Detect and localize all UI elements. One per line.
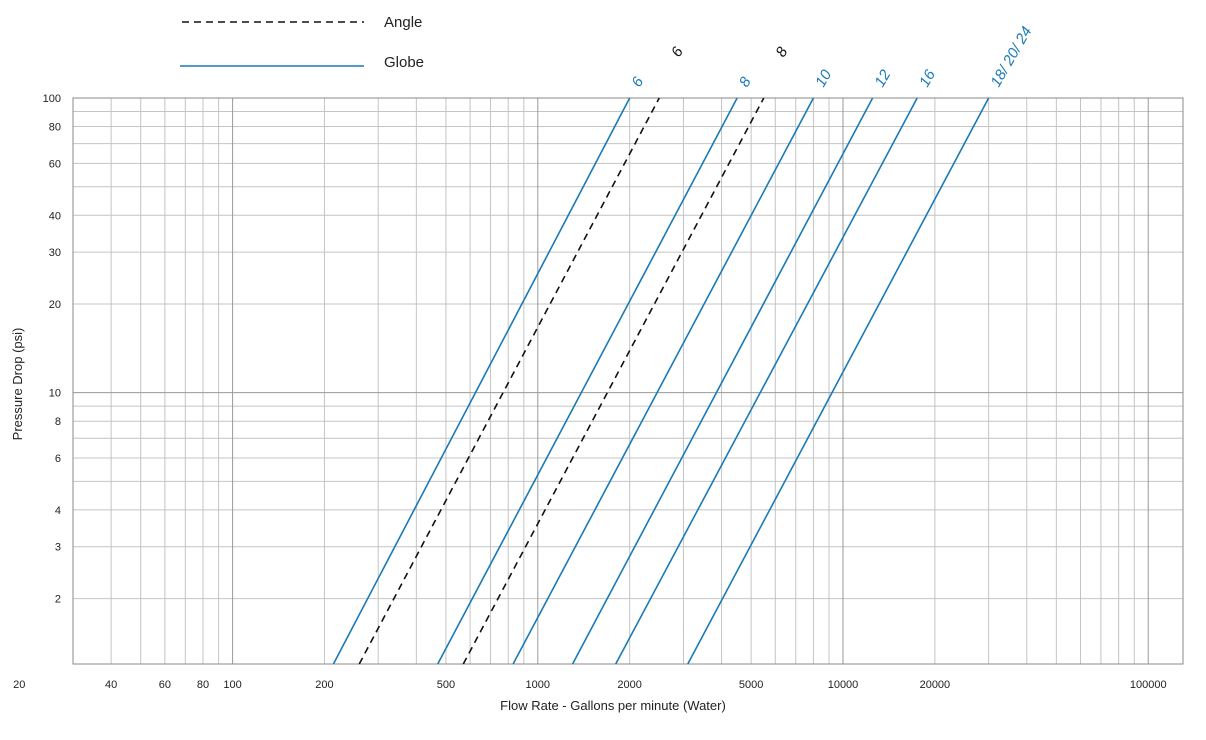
globe-line-10 (512, 97, 815, 665)
y-tick-label: 4 (55, 505, 61, 517)
legend-angle-label: Angle (384, 14, 422, 31)
x-tick-label: 500 (437, 679, 455, 691)
y-axis-title: Pressure Drop (psi) (10, 328, 25, 441)
globe-line-12 (571, 97, 874, 665)
angle-label-6: 6 (668, 44, 687, 60)
minor-gridlines (72, 98, 1183, 664)
x-tick-label: 40 (105, 679, 117, 691)
angle-line-8 (462, 97, 765, 665)
x-tick-label: 100 (223, 679, 241, 691)
major-gridlines (73, 97, 1183, 664)
x-tick-label: 80 (197, 679, 209, 691)
series-labels: 6 6 8 8 10 12 16 18/ 20/ 24 (628, 24, 1035, 90)
angle-label-8: 8 (773, 44, 792, 60)
globe-label-18-20-24: 18/ 20/ 24 (987, 24, 1035, 90)
plot-frame (72, 97, 1184, 665)
y-tick-label: 60 (49, 158, 61, 170)
x-tick-label: 200 (315, 679, 333, 691)
globe-label-8: 8 (736, 74, 755, 90)
globe-line-18-20-24 (687, 97, 990, 665)
y-tick-label: 10 (49, 388, 61, 400)
globe-line-6 (332, 97, 631, 665)
x-tick-label: 20 (13, 679, 25, 691)
y-tick-label: 20 (49, 299, 61, 311)
globe-label-10: 10 (812, 66, 835, 90)
x-tick-label: 5000 (739, 679, 763, 691)
globe-label-16: 16 (916, 66, 939, 90)
y-tick-label: 6 (55, 453, 61, 465)
angle-line-6 (358, 97, 660, 665)
legend: Angle Globe (180, 14, 424, 71)
y-tick-label: 80 (49, 122, 61, 134)
series-lines (332, 97, 990, 665)
globe-label-6: 6 (628, 74, 647, 90)
y-tick-labels: 2 3 4 6 8 10 20 30 40 60 80 100 (43, 93, 61, 606)
x-tick-label: 100000 (1130, 679, 1167, 691)
x-tick-label: 20000 (920, 679, 951, 691)
x-tick-label: 2000 (617, 679, 641, 691)
x-tick-labels: 2468102040608010020050010002000500010000… (13, 679, 1167, 691)
globe-line-8 (437, 97, 738, 665)
y-tick-label: 40 (49, 210, 61, 222)
legend-globe-label: Globe (384, 54, 424, 71)
x-tick-label: 1000 (526, 679, 550, 691)
y-tick-label: 2 (55, 594, 61, 606)
y-tick-label: 3 (55, 542, 61, 554)
y-tick-label: 8 (55, 416, 61, 428)
y-tick-label: 30 (49, 247, 61, 259)
x-tick-label: 10000 (828, 679, 859, 691)
globe-label-12: 12 (871, 66, 894, 90)
y-tick-label: 100 (43, 93, 61, 105)
x-tick-label: 60 (159, 679, 171, 691)
globe-line-16 (615, 97, 918, 665)
x-axis-title: Flow Rate - Gallons per minute (Water) (500, 698, 726, 713)
